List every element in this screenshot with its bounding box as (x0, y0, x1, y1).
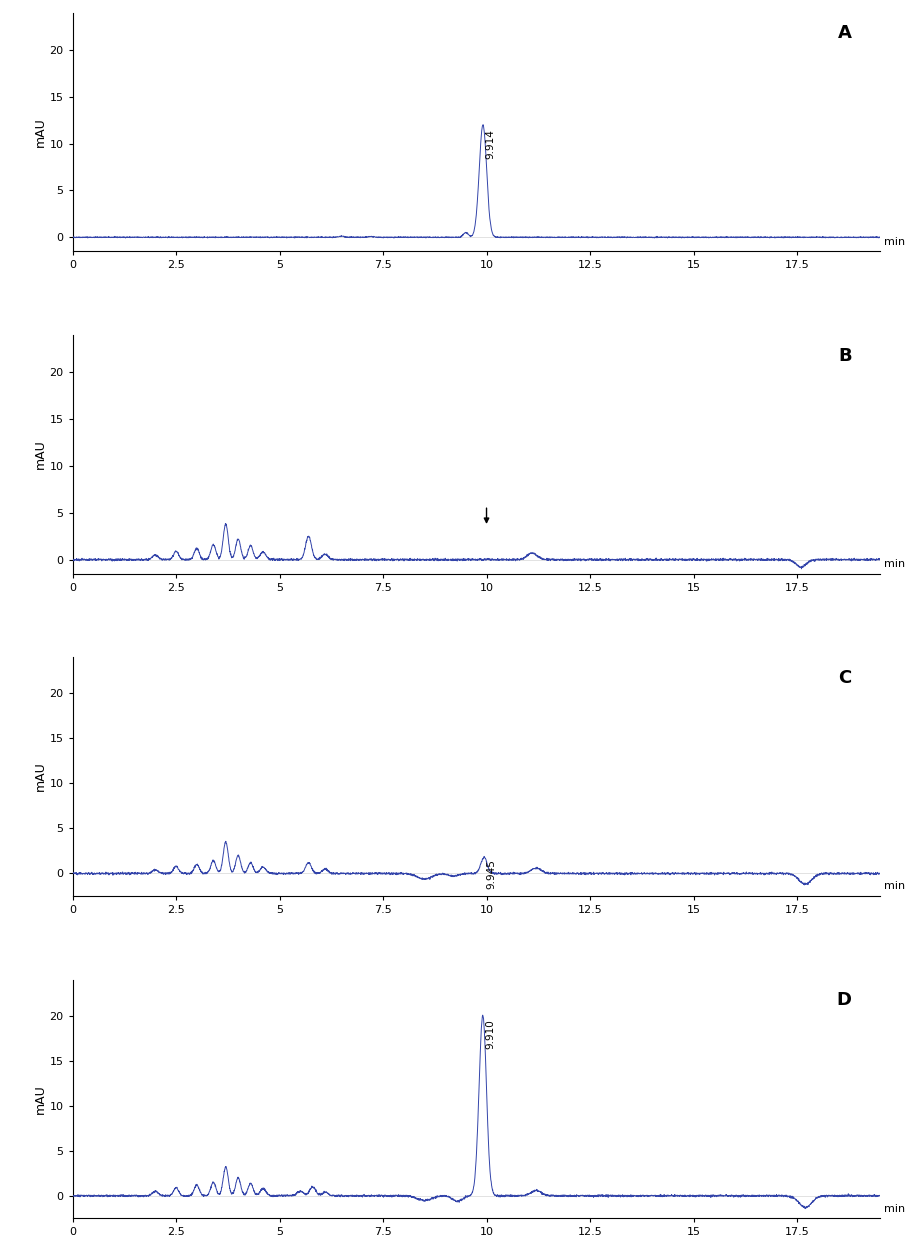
Text: A: A (838, 25, 852, 43)
Text: min: min (884, 236, 905, 246)
Y-axis label: mAU: mAU (34, 117, 46, 147)
Text: B: B (838, 347, 852, 364)
Text: D: D (836, 991, 852, 1010)
Y-axis label: mAU: mAU (34, 1084, 46, 1114)
Y-axis label: mAU: mAU (34, 440, 46, 470)
Text: 9.910: 9.910 (485, 1020, 495, 1050)
Text: 9.914: 9.914 (485, 129, 495, 160)
Text: min: min (884, 559, 905, 569)
Y-axis label: mAU: mAU (34, 761, 46, 791)
Text: min: min (884, 882, 905, 892)
Text: 9.945: 9.945 (487, 859, 497, 889)
Text: min: min (884, 1203, 905, 1213)
Text: C: C (838, 669, 852, 687)
